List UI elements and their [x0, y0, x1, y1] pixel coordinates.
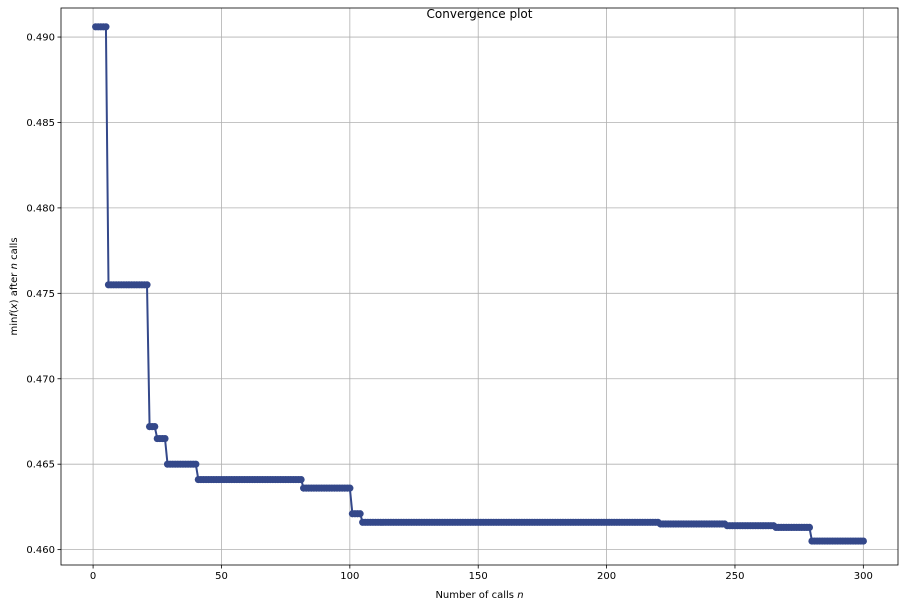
x-tick-label: 100 — [340, 571, 359, 582]
data-point — [346, 484, 354, 492]
grid-layer — [61, 8, 898, 565]
x-axis-label-text: Number of calls — [435, 590, 514, 601]
y-axis-label-min: min — [9, 317, 20, 336]
y-axis-label: minf(x) after n calls — [9, 237, 20, 335]
x-tick-label: 0 — [90, 571, 96, 582]
y-axis-label-n: n — [9, 263, 20, 269]
x-tick-label: 150 — [469, 571, 488, 582]
series-layer — [92, 23, 867, 545]
tick-layer: 0 50 100 150 200 250 300 0.460 0.465 0.470 0.475 0.… — [26, 33, 873, 582]
data-point — [859, 537, 867, 545]
x-tick-label: 250 — [725, 571, 744, 582]
data-point — [805, 523, 814, 532]
y-axis-label-f: f — [9, 312, 20, 317]
data-point — [297, 475, 305, 484]
plot-frame — [60, 7, 899, 566]
x-tick-label: 200 — [597, 571, 616, 582]
y-tick-label: 0.490 — [26, 33, 55, 44]
x-axis-label-var: n — [517, 590, 523, 601]
data-point — [143, 281, 151, 289]
y-tick-label: 0.475 — [26, 289, 55, 300]
x-axis-label: Number of calls n — [435, 590, 523, 601]
x-tick-label: 50 — [215, 571, 228, 582]
data-point — [192, 460, 200, 468]
data-point — [356, 510, 364, 518]
y-tick-label: 0.460 — [26, 545, 55, 556]
points-layer — [92, 23, 867, 545]
y-axis-label-calls: calls — [9, 237, 20, 259]
x-tick-label: 300 — [854, 571, 873, 582]
y-tick-label: 0.470 — [26, 374, 55, 385]
y-tick-label: 0.480 — [26, 203, 55, 214]
y-tick-label: 0.465 — [26, 460, 55, 471]
data-point — [161, 434, 169, 443]
y-axis-label-x: x — [9, 303, 20, 310]
y-axis-label-after: after — [9, 272, 20, 297]
data-point — [102, 23, 110, 31]
data-point — [151, 423, 159, 431]
chart-title: Convergence plot — [427, 7, 533, 21]
y-tick-label: 0.485 — [26, 118, 55, 129]
